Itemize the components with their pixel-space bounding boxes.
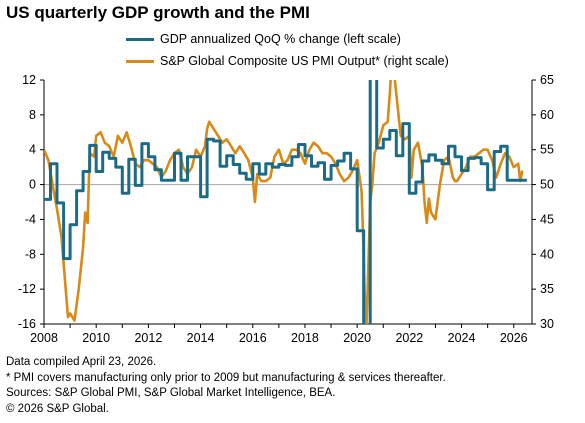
x-tick-label: 2024 xyxy=(448,331,476,345)
x-tick-label: 2018 xyxy=(291,331,319,345)
x-tick-label: 2016 xyxy=(239,331,267,345)
x-tick-label: 2012 xyxy=(134,331,162,345)
legend-label-pmi: S&P Global Composite US PMI Output* (rig… xyxy=(160,54,449,68)
y-left-tick-label: 12 xyxy=(22,73,36,87)
y-left-tick-label: -16 xyxy=(18,317,36,331)
y-left-tick-label: 0 xyxy=(29,178,36,192)
x-tick-label: 2010 xyxy=(82,331,110,345)
x-tick-label: 2020 xyxy=(343,331,371,345)
series-group xyxy=(44,80,527,324)
y-right-tick-label: 60 xyxy=(540,108,554,122)
y-right-tick-label: 65 xyxy=(540,73,554,87)
y-left-tick-label: 4 xyxy=(29,143,36,157)
legend-item-pmi: S&P Global Composite US PMI Output* (rig… xyxy=(126,54,449,68)
y-left-tick-label: -12 xyxy=(18,282,36,296)
y-left-tick-label: -4 xyxy=(25,212,36,226)
x-tick-label: 2022 xyxy=(395,331,423,345)
x-tick-label: 2014 xyxy=(187,331,215,345)
y-right-tick-label: 35 xyxy=(540,282,554,296)
y-right-tick-label: 40 xyxy=(540,247,554,261)
x-tick-label: 2026 xyxy=(500,331,528,345)
x-tick-label: 2008 xyxy=(30,331,58,345)
legend-swatch-gdp xyxy=(126,37,154,41)
y-right-tick-label: 30 xyxy=(540,317,554,331)
note-copyright: © 2026 S&P Global. xyxy=(6,402,109,415)
legend-swatch-pmi xyxy=(126,59,154,63)
note-sources: Sources: S&P Global PMI, S&P Global Mark… xyxy=(6,387,336,399)
legend-label-gdp: GDP annualized QoQ % change (left scale) xyxy=(160,32,401,46)
series-line-gdp xyxy=(44,80,527,324)
y-right-tick-label: 50 xyxy=(540,178,554,192)
y-left-tick-label: 8 xyxy=(29,108,36,122)
note-pmi-coverage: * PMI covers manufacturing only prior to… xyxy=(6,371,446,384)
y-right-tick-label: 55 xyxy=(540,143,554,157)
chart-title: US quarterly GDP growth and the PMI xyxy=(6,3,310,22)
series-line-pmi xyxy=(44,80,524,324)
chart-notes: Data compiled April 23, 2026. * PMI cove… xyxy=(6,355,446,417)
legend-item-gdp: GDP annualized QoQ % change (left scale) xyxy=(126,32,401,46)
y-left-tick-label: -8 xyxy=(25,247,36,261)
y-right-tick-label: 45 xyxy=(540,212,554,226)
note-data-compiled: Data compiled April 23, 2026. xyxy=(6,356,157,368)
